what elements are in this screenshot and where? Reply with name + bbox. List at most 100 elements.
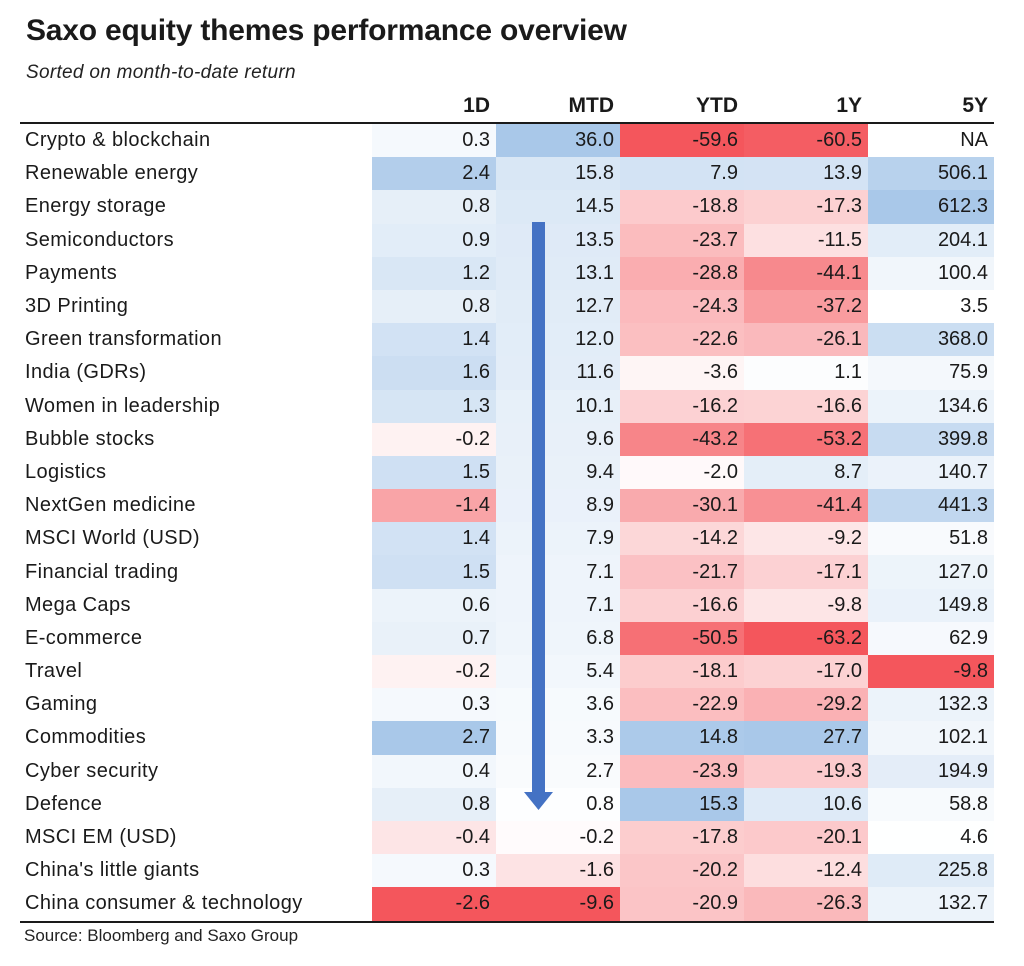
- theme-label: 3D Printing: [25, 295, 129, 318]
- value-cell: -23.7: [620, 223, 744, 257]
- table-row: Bubble stocks -0.2 9.6 -43.2 -53.2 399.8: [20, 422, 994, 456]
- table-row: Mega Caps 0.6 7.1 -16.6 -9.8 149.8: [20, 588, 994, 622]
- theme-label: Travel: [25, 660, 83, 683]
- value-cell: NA: [868, 123, 994, 158]
- table-row: Women in leadership 1.3 10.1 -16.2 -16.6 134.…: [20, 389, 994, 423]
- value-cell: 3.6: [496, 688, 620, 722]
- theme-label: Payments: [25, 261, 118, 284]
- value-cell: 3.5: [868, 289, 994, 324]
- column-header: YTD: [696, 94, 738, 117]
- theme-label: Gaming: [25, 693, 98, 716]
- value-cell: 9.4: [496, 455, 620, 490]
- value-cell: -20.9: [620, 887, 744, 922]
- theme-label: Commodities: [25, 726, 147, 749]
- value-cell: 13.1: [496, 256, 620, 290]
- theme-label: E-commerce: [25, 626, 143, 649]
- value-cell: -43.2: [620, 422, 744, 456]
- value-cell: 27.7: [744, 721, 868, 755]
- value-cell: -2.0: [620, 455, 744, 490]
- value-cell: 58.8: [868, 787, 994, 821]
- table-row: China consumer & technology -2.6 -9.6 -20.9…: [20, 887, 994, 922]
- table-row: NextGen medicine -1.4 8.9 -30.1 -41.4 441.3: [20, 489, 994, 523]
- value-cell: 0.4: [372, 754, 496, 788]
- value-cell: 1.1: [744, 356, 868, 390]
- value-cell: 13.5: [496, 223, 620, 257]
- theme-label: Cyber security: [25, 759, 159, 782]
- value-cell: -0.4: [372, 820, 496, 855]
- table-row: Gaming 0.3 3.6 -22.9 -29.2 132.3: [20, 688, 994, 722]
- value-cell: 7.1: [496, 588, 620, 622]
- value-cell: 12.7: [496, 289, 620, 324]
- value-cell: -37.2: [744, 289, 868, 324]
- column-header: 1Y: [836, 94, 862, 117]
- value-cell: 10.1: [496, 389, 620, 423]
- value-cell: -19.3: [744, 754, 868, 788]
- value-cell: -53.2: [744, 422, 868, 456]
- theme-label: Women in leadership: [25, 394, 221, 417]
- value-cell: 1.2: [372, 256, 496, 290]
- value-cell: 2.7: [372, 721, 496, 755]
- value-cell: 12.0: [496, 323, 620, 357]
- value-cell: -50.5: [620, 621, 744, 655]
- table-row: MSCI EM (USD) -0.4 -0.2 -17.8 -20.1 4.6: [20, 820, 994, 855]
- value-cell: -26.3: [744, 887, 868, 922]
- value-cell: -22.9: [620, 688, 744, 722]
- value-cell: 1.4: [372, 522, 496, 556]
- value-cell: 10.6: [744, 787, 868, 821]
- value-cell: 194.9: [868, 754, 994, 788]
- value-cell: 204.1: [868, 223, 994, 257]
- value-cell: -17.8: [620, 820, 744, 855]
- value-cell: -22.6: [620, 323, 744, 357]
- value-cell: 51.8: [868, 522, 994, 556]
- value-cell: -17.3: [744, 190, 868, 224]
- value-cell: 6.8: [496, 621, 620, 655]
- value-cell: 100.4: [868, 256, 994, 290]
- value-cell: 1.5: [372, 455, 496, 490]
- value-cell: 1.3: [372, 389, 496, 423]
- theme-label: China consumer & technology: [25, 892, 303, 915]
- value-cell: -16.6: [744, 389, 868, 423]
- column-header: MTD: [568, 94, 615, 117]
- table-body: Crypto & blockchain 0.3 36.0 -59.6 -60.5 NA Re…: [20, 123, 994, 922]
- value-cell: -12.4: [744, 854, 868, 888]
- value-cell: -41.4: [744, 489, 868, 523]
- value-cell: 2.7: [496, 754, 620, 788]
- value-cell: 149.8: [868, 588, 994, 622]
- table-row: Defence 0.8 0.8 15.3 10.6 58.8: [20, 787, 994, 821]
- value-cell: 1.6: [372, 356, 496, 390]
- table-row: E-commerce 0.7 6.8 -50.5 -63.2 62.9: [20, 621, 994, 655]
- value-cell: 0.3: [372, 123, 496, 158]
- theme-label: Semiconductors: [25, 228, 174, 251]
- value-cell: -16.2: [620, 389, 744, 423]
- table-row: Payments 1.2 13.1 -28.8 -44.1 100.4: [20, 256, 994, 290]
- value-cell: 0.8: [372, 190, 496, 224]
- value-cell: 4.6: [868, 820, 994, 855]
- value-cell: -0.2: [496, 820, 620, 855]
- value-cell: 11.6: [496, 356, 620, 390]
- value-cell: 0.3: [372, 688, 496, 722]
- value-cell: 0.6: [372, 588, 496, 622]
- table-row: Crypto & blockchain 0.3 36.0 -59.6 -60.5 NA: [20, 123, 994, 158]
- theme-label: Bubble stocks: [25, 427, 155, 450]
- value-cell: -29.2: [744, 688, 868, 722]
- value-cell: -44.1: [744, 256, 868, 290]
- chart-subtitle: Sorted on month-to-date return: [26, 62, 296, 83]
- value-cell: -18.1: [620, 655, 744, 689]
- value-cell: -9.6: [496, 887, 620, 922]
- table-row: Semiconductors 0.9 13.5 -23.7 -11.5 204.1: [20, 223, 994, 257]
- value-cell: 368.0: [868, 323, 994, 357]
- value-cell: 1.4: [372, 323, 496, 357]
- value-cell: -9.2: [744, 522, 868, 556]
- value-cell: 0.8: [496, 787, 620, 821]
- value-cell: 132.3: [868, 688, 994, 722]
- table-row: Cyber security 0.4 2.7 -23.9 -19.3 194.9: [20, 754, 994, 788]
- value-cell: -23.9: [620, 754, 744, 788]
- theme-label: NextGen medicine: [25, 494, 196, 517]
- value-cell: 62.9: [868, 621, 994, 655]
- value-cell: -0.2: [372, 655, 496, 689]
- column-header: 5Y: [962, 94, 988, 117]
- value-cell: 9.6: [496, 422, 620, 456]
- header-row: 1D MTD YTD 1Y 5Y: [20, 90, 994, 123]
- value-cell: 612.3: [868, 190, 994, 224]
- value-cell: 75.9: [868, 356, 994, 390]
